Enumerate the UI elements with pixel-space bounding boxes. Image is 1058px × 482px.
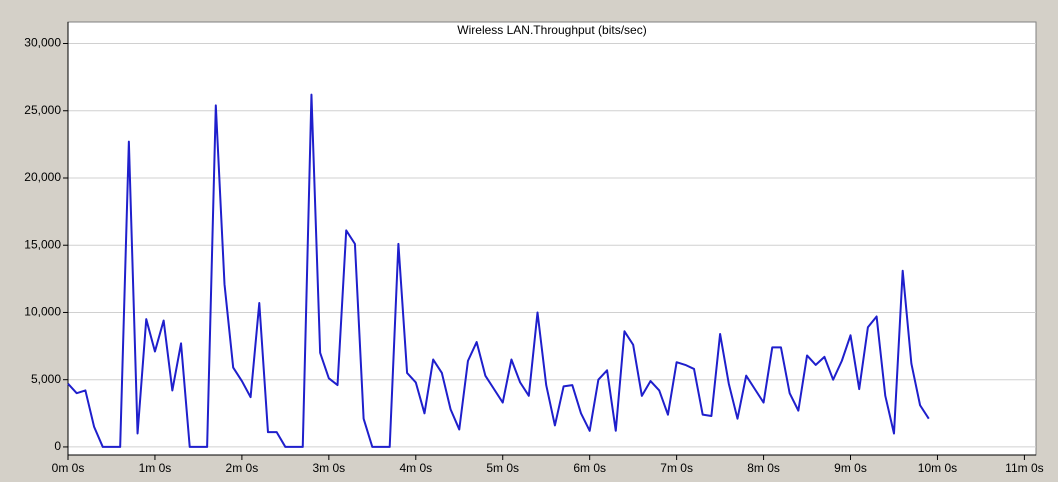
x-tick-label: 5m 0s <box>486 461 519 475</box>
x-tick-label: 6m 0s <box>573 461 606 475</box>
y-tick-label: 25,000 <box>24 103 61 117</box>
y-tick-label: 30,000 <box>24 36 61 50</box>
y-tick-label: 10,000 <box>24 305 61 319</box>
x-tick-label: 10m 0s <box>918 461 957 475</box>
x-tick-label: 1m 0s <box>139 461 172 475</box>
y-tick-label: 0 <box>54 439 61 453</box>
y-tick-label: 5,000 <box>31 372 61 386</box>
x-tick-label: 11m 0s <box>1005 461 1043 475</box>
x-tick-label: 9m 0s <box>834 461 867 475</box>
data-line <box>67 93 930 448</box>
x-tick-label: 7m 0s <box>660 461 693 475</box>
chart-title: Wireless LAN.Throughput (bits/sec) <box>457 23 646 37</box>
x-tick-label: 0m 0s <box>52 461 85 475</box>
y-tick-label: 15,000 <box>24 237 61 251</box>
x-tick-label: 4m 0s <box>399 461 432 475</box>
plot-area <box>67 21 1037 456</box>
x-tick-label: 2m 0s <box>226 461 259 475</box>
x-tick-label: 8m 0s <box>747 461 780 475</box>
x-tick-label: 3m 0s <box>312 461 345 475</box>
y-tick-label: 20,000 <box>24 170 61 184</box>
